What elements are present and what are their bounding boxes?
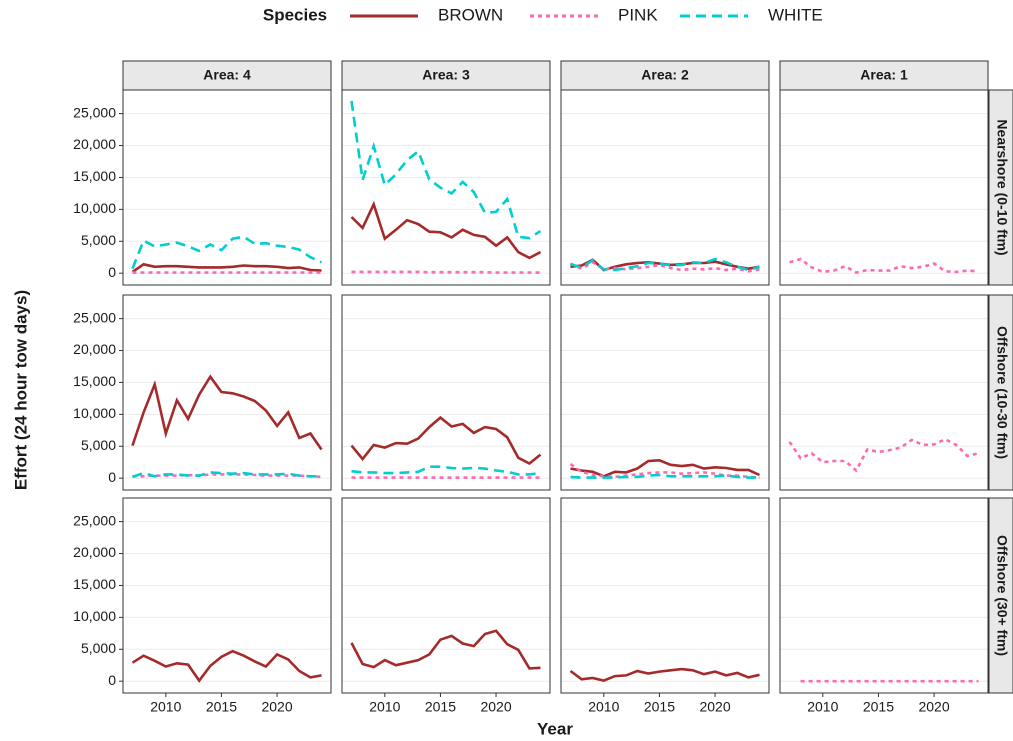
legend-label: PINK [618,5,658,24]
y-tick-label: 10,000 [73,608,116,624]
y-tick-label: 15,000 [73,373,116,389]
series-line [131,262,322,273]
series-line [350,629,541,670]
panel-border [779,89,989,286]
y-tick-label: 15,000 [73,168,116,184]
series-line [132,471,322,479]
strip-label: Area: 4 [203,67,251,83]
series-line [131,374,323,451]
y-tick-label: 5,000 [81,640,116,656]
panel-border [122,294,332,491]
strip [988,89,1013,286]
strip-label: Nearshore (0-10 ftm) [994,119,1010,255]
y-tick-label: 5,000 [81,437,116,453]
y-tick-label: 20,000 [73,544,116,560]
y-tick-label: 20,000 [73,136,116,152]
panel [780,498,988,693]
x-tick-label: 2015 [644,699,675,715]
y-tick-label: 25,000 [73,104,116,120]
strip [560,60,770,91]
series-line [350,415,542,466]
y-tick-label: 25,000 [73,512,116,528]
panel-border [122,89,332,286]
panel [561,498,769,693]
y-axis-label: Effort (24 hour tow days) [11,290,30,490]
x-tick-label: 2020 [480,699,511,715]
panel-border [779,294,989,491]
x-tick-label: 2010 [807,699,838,715]
panel-border [560,89,770,286]
x-axis-label: Year [537,719,573,738]
series-line [569,463,760,479]
panel-border [341,497,551,694]
panel-border [341,89,551,286]
panel [780,90,988,285]
x-tick-label: 2020 [261,699,292,715]
panel [561,90,769,285]
series-line [789,257,979,274]
panel-border [560,497,770,694]
panel [342,498,550,693]
legend-title: Species [263,5,327,24]
y-tick-label: 25,000 [73,309,116,325]
panel [123,90,331,285]
legend-label: WHITE [768,5,823,24]
panel [561,295,769,490]
strip-label: Area: 3 [422,67,470,83]
x-tick-label: 2020 [699,699,730,715]
y-tick-label: 10,000 [73,200,116,216]
x-tick-label: 2015 [206,699,237,715]
series-line [788,437,979,473]
strip [988,294,1013,491]
strip-label: Area: 2 [641,67,689,83]
panel-border [122,497,332,694]
legend-label: BROWN [438,5,503,24]
panel [780,295,988,490]
y-tick-label: 0 [108,672,116,688]
strip [988,497,1013,694]
panel-border [341,294,551,491]
series-line [131,649,322,683]
series-line [570,257,760,272]
x-tick-label: 2010 [150,699,181,715]
y-tick-label: 15,000 [73,576,116,592]
series-line [350,200,542,260]
panel [123,498,331,693]
series-line [569,260,760,273]
x-tick-label: 2020 [918,699,949,715]
strip-label: Area: 1 [860,67,908,83]
panel [342,90,550,285]
y-tick-label: 10,000 [73,405,116,421]
y-tick-label: 20,000 [73,341,116,357]
panel-border [779,497,989,694]
y-tick-label: 0 [108,469,116,485]
strip [779,60,989,91]
y-tick-label: 0 [108,264,116,280]
x-tick-label: 2015 [425,699,456,715]
panel-border [560,294,770,491]
strip-label: Offshore (30+ ftm) [994,535,1010,656]
x-tick-label: 2010 [369,699,400,715]
series-line [569,667,760,682]
x-tick-label: 2015 [863,699,894,715]
y-tick-label: 5,000 [81,232,116,248]
series-line [131,235,323,270]
strip [122,60,332,91]
series-line [350,100,542,240]
panel [342,295,550,490]
strip-label: Offshore (10-30 ftm) [994,326,1010,459]
x-tick-label: 2010 [588,699,619,715]
